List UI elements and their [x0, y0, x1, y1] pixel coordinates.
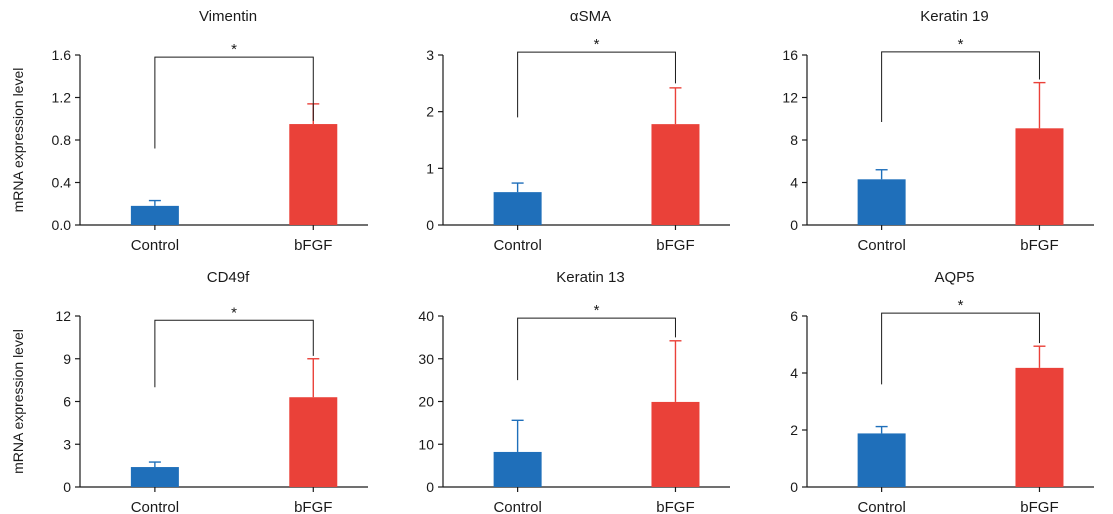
significance-marker: *: [231, 304, 237, 321]
y-tick-label: 4: [790, 365, 798, 381]
x-tick-label: bFGF: [1020, 499, 1058, 514]
bar-bfgf: [289, 124, 338, 225]
significance-marker: *: [231, 41, 237, 58]
bar-bfgf: [1015, 367, 1064, 487]
y-tick-label: 0: [426, 479, 434, 495]
chart-panel-3: Keratin 19 0 4 8 12 16 Control bFGF *: [782, 8, 1094, 254]
y-tick-label: 0: [790, 217, 798, 233]
bar-bfgf: [651, 401, 700, 487]
y-tick-label: 0: [426, 217, 434, 233]
bar-control: [130, 205, 179, 225]
chart-title: Vimentin: [199, 8, 257, 25]
chart-title: AQP5: [934, 269, 974, 286]
bar-bfgf: [289, 397, 338, 487]
x-tick-label: Control: [857, 237, 905, 254]
x-tick-label: bFGF: [294, 237, 332, 254]
y-tick-label: 0: [63, 479, 71, 495]
y-tick-label: 0: [790, 479, 798, 495]
significance-bracket: [154, 319, 314, 388]
chart-panel-4: CD49f mRNA expression level 0 3 6 9 12 Control b…: [10, 269, 368, 514]
y-tick-label: 12: [782, 90, 798, 106]
bar-control: [857, 179, 906, 225]
x-tick-label: bFGF: [656, 499, 694, 514]
y-tick-label: 10: [418, 436, 434, 452]
y-tick-label: 3: [426, 47, 434, 63]
y-tick-label: 6: [63, 394, 71, 410]
bar-control: [493, 192, 542, 225]
x-tick-label: Control: [857, 499, 905, 514]
chart-title: CD49f: [207, 269, 250, 286]
y-tick-label: 16: [782, 47, 798, 63]
significance-bracket: [517, 317, 676, 381]
significance-marker: *: [958, 297, 964, 314]
bar-bfgf: [651, 124, 700, 225]
significance-marker: *: [594, 302, 600, 319]
chart-panel-2: αSMA 0 1 2 3 Control bFGF *: [426, 8, 730, 254]
y-tick-label: 0.4: [52, 175, 72, 191]
x-tick-label: bFGF: [656, 237, 694, 254]
y-tick-label: 1.2: [52, 90, 72, 106]
y-tick-label: 6: [790, 308, 798, 324]
x-tick-label: bFGF: [294, 499, 332, 514]
significance-marker: *: [594, 36, 600, 53]
y-tick-label: 12: [55, 308, 71, 324]
bar-control: [493, 451, 542, 487]
y-tick-label: 2: [426, 104, 434, 120]
y-tick-label: 9: [63, 351, 71, 367]
significance-bracket: [881, 51, 1040, 122]
significance-bracket: [154, 56, 314, 149]
y-tick-label: 1.6: [52, 47, 72, 63]
y-tick-label: 0.8: [52, 132, 72, 148]
bar-bfgf: [1015, 128, 1064, 225]
x-tick-label: Control: [493, 237, 541, 254]
y-tick-label: 40: [418, 308, 434, 324]
chart-title: αSMA: [570, 8, 611, 25]
y-tick-label: 20: [418, 394, 434, 410]
significance-marker: *: [958, 36, 964, 53]
chart-panel-6: AQP5 0 2 4 6 Control bFGF *: [790, 269, 1094, 514]
x-tick-label: Control: [131, 499, 179, 514]
x-tick-label: bFGF: [1020, 237, 1058, 254]
y-tick-label: 4: [790, 175, 798, 191]
bar-control: [130, 467, 179, 487]
x-tick-label: Control: [131, 237, 179, 254]
chart-panel-5: Keratin 13 0 10 20 30 40 Control bFGF *: [418, 269, 730, 514]
chart-title: Keratin 13: [556, 269, 624, 286]
chart-panel-1: Vimentin mRNA expression level 0.0 0.4 0.8 1.…: [10, 8, 368, 254]
y-axis-label: mRNA expression level: [10, 329, 26, 474]
significance-bracket: [881, 312, 1040, 385]
y-tick-label: 3: [63, 436, 71, 452]
significance-bracket: [517, 51, 676, 118]
y-tick-label: 0.0: [52, 217, 72, 233]
y-axis-label: mRNA expression level: [10, 68, 26, 213]
bar-control: [857, 433, 906, 487]
y-tick-label: 30: [418, 351, 434, 367]
x-tick-label: Control: [493, 499, 541, 514]
chart-title: Keratin 19: [920, 8, 988, 25]
y-tick-label: 1: [426, 160, 434, 176]
y-tick-label: 8: [790, 132, 798, 148]
y-tick-label: 2: [790, 422, 798, 438]
